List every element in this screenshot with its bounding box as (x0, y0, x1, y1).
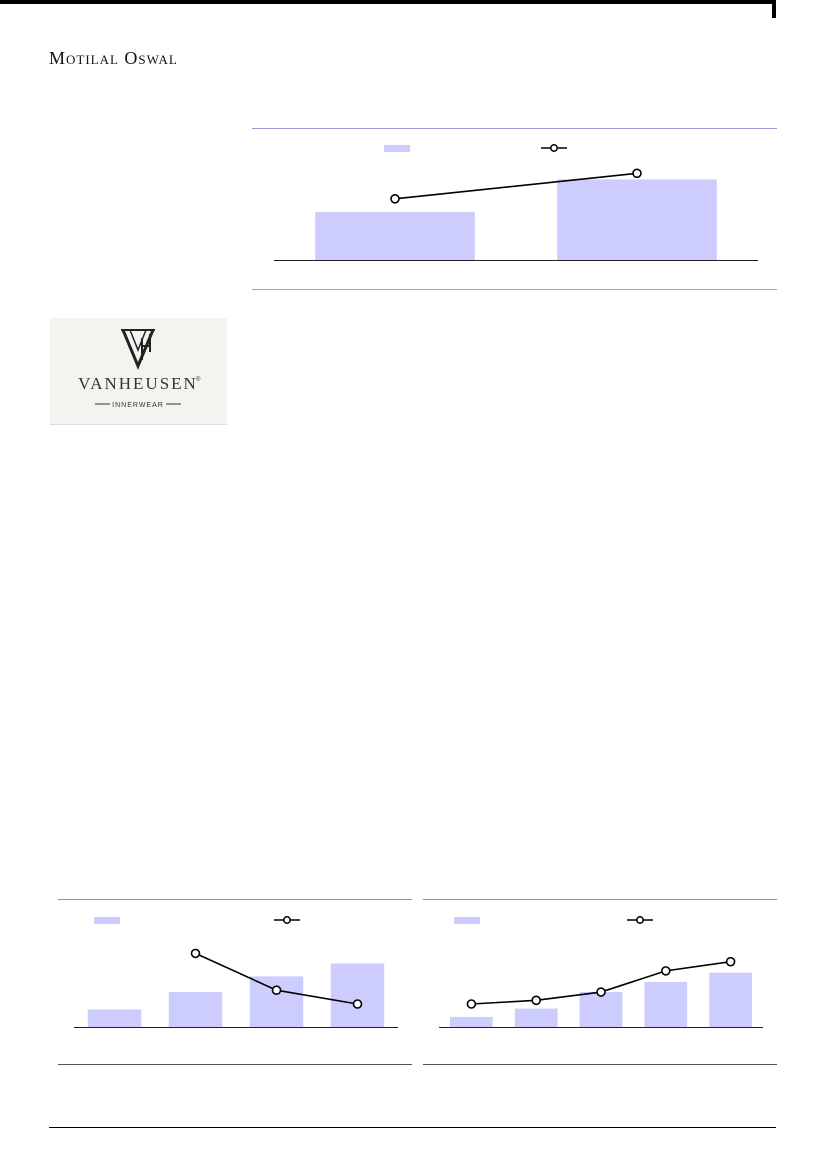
line-point (661, 966, 671, 976)
chart-bar (450, 1016, 493, 1027)
chart-bar (168, 992, 223, 1027)
legend-bar-swatch (454, 917, 480, 924)
line-point (632, 168, 642, 179)
vanheusen-logo: VANHEUSEN ® INNERWEAR (50, 318, 227, 425)
chart-bottom-right (423, 899, 777, 1065)
footer-rule (49, 1127, 776, 1128)
series-line (394, 172, 638, 200)
legend-bar-swatch (384, 145, 410, 152)
line-point (531, 995, 541, 1006)
svg-text:VANHEUSEN: VANHEUSEN (78, 374, 198, 393)
chart-bar (557, 179, 717, 260)
chart-bottom-rule (252, 289, 777, 290)
chart-bottom-rule (423, 1064, 777, 1065)
line-point (352, 999, 363, 1009)
page-corner-mark (0, 0, 776, 4)
svg-text:®: ® (196, 376, 201, 383)
line-point (725, 956, 736, 967)
chart-top-rule (58, 899, 412, 900)
chart-bottom-rule (58, 1064, 412, 1065)
line-point (596, 987, 606, 997)
svg-text:INNERWEAR: INNERWEAR (112, 402, 164, 409)
chart-bar (514, 1008, 558, 1027)
chart-bottom-left-svg (74, 916, 398, 1028)
page-corner-tick (772, 0, 776, 18)
chart-top (252, 128, 777, 290)
chart-bottom-right-svg (439, 916, 763, 1028)
chart-bar (709, 972, 752, 1027)
chart-top-rule (423, 899, 777, 900)
brand-name: Motilal Oswal (49, 48, 178, 68)
chart-bar (330, 963, 385, 1027)
line-point (271, 985, 282, 995)
legend-line-marker (550, 144, 558, 152)
line-point (190, 948, 201, 959)
chart-bottom-left (58, 899, 412, 1065)
chart-bar (315, 212, 475, 260)
chart-bar (644, 981, 688, 1027)
vanheusen-logo-mark: VANHEUSEN ® INNERWEAR (78, 329, 201, 409)
chart-bar (249, 976, 304, 1027)
chart-bar (579, 992, 623, 1027)
chart-bar (87, 1009, 142, 1027)
chart-top-svg (274, 144, 758, 261)
legend-line-marker (636, 916, 644, 924)
line-point (466, 999, 477, 1009)
line-point (390, 194, 400, 204)
legend-line-marker (283, 916, 291, 924)
chart-top-rule (252, 128, 777, 129)
legend-bar-swatch (94, 917, 120, 924)
